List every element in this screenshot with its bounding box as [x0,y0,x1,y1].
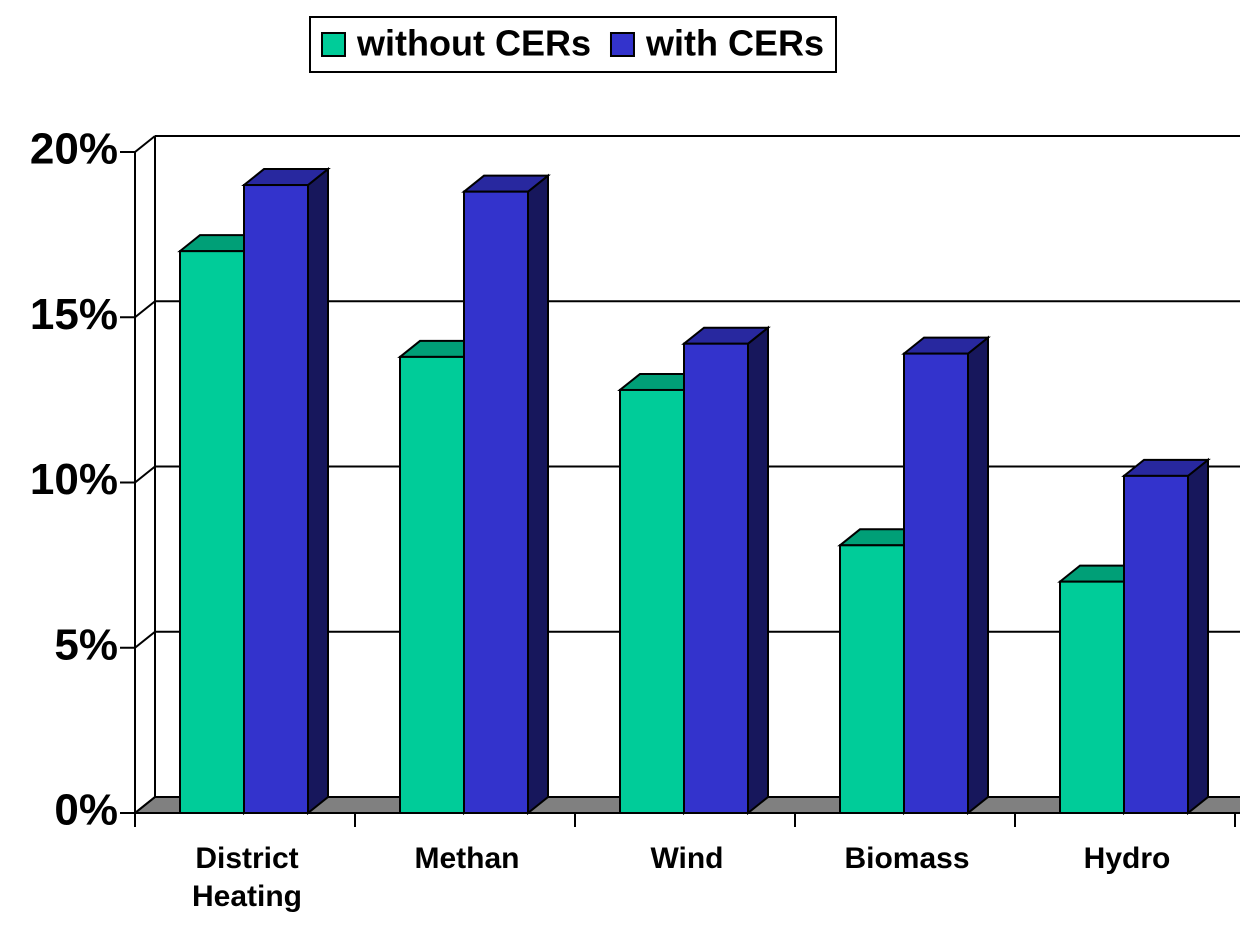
y-tick [120,630,156,649]
bar-side [1187,457,1209,816]
y-tick-label: 20% [30,125,118,174]
x-tick-label: District Heating [191,842,302,913]
y-tick [120,465,156,484]
bar-side [747,325,769,816]
bar [619,388,685,814]
bar [1123,474,1189,814]
y-tick-label: 0% [54,786,118,835]
y-tick [120,300,156,319]
bar [179,250,245,814]
bar [903,352,969,814]
x-tick-label: Wind [650,842,724,875]
legend-label: with CERs [645,23,824,64]
bar [399,355,465,814]
bar-side [527,173,549,816]
legend-swatch [321,32,346,57]
x-tick-label: Methan [414,842,520,875]
bar [1059,580,1125,815]
legend-swatch [609,32,635,57]
x-tick-label: Biomass [844,842,970,875]
bar-side [307,166,329,816]
y-tick-label: 15% [30,290,118,339]
legend-label: without CERs [356,23,591,64]
bar-side [967,335,989,816]
y-tick-label: 10% [30,455,118,504]
bar [839,544,905,814]
legend-box [309,16,837,73]
bar [243,184,309,815]
x-tick-label: Hydro [1083,842,1171,875]
y-tick [120,135,156,153]
legend: without CERs with CERs [309,16,837,73]
bar [683,342,749,814]
bar [463,190,529,815]
y-tick-label: 5% [54,620,118,669]
